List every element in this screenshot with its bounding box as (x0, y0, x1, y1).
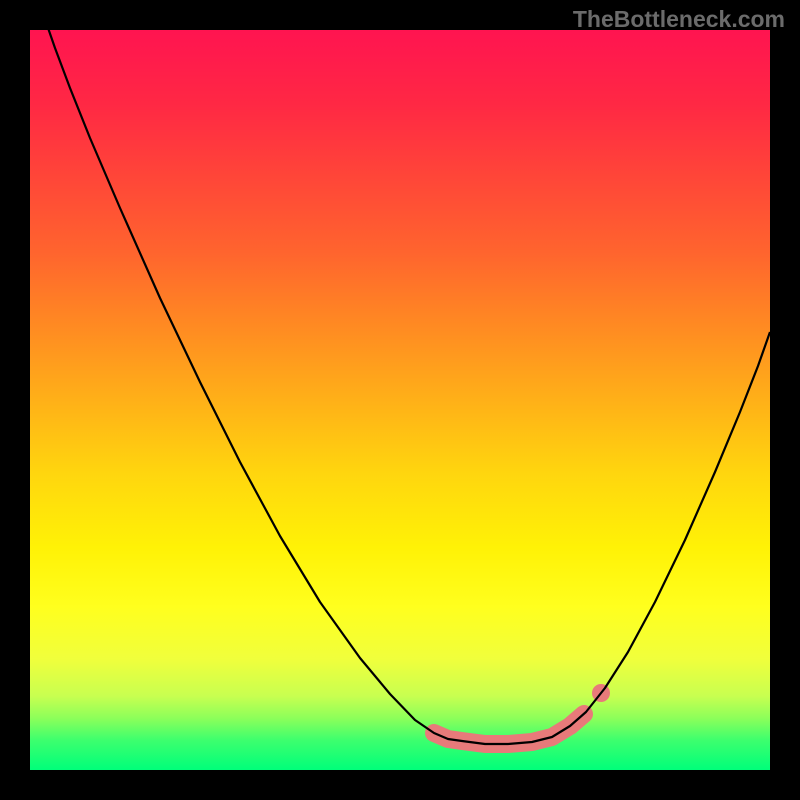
chart-container: TheBottleneck.com (0, 0, 800, 800)
plot-area (30, 30, 770, 770)
plot-svg (30, 30, 770, 770)
watermark-text: TheBottleneck.com (573, 6, 785, 33)
gradient-background (30, 30, 770, 770)
